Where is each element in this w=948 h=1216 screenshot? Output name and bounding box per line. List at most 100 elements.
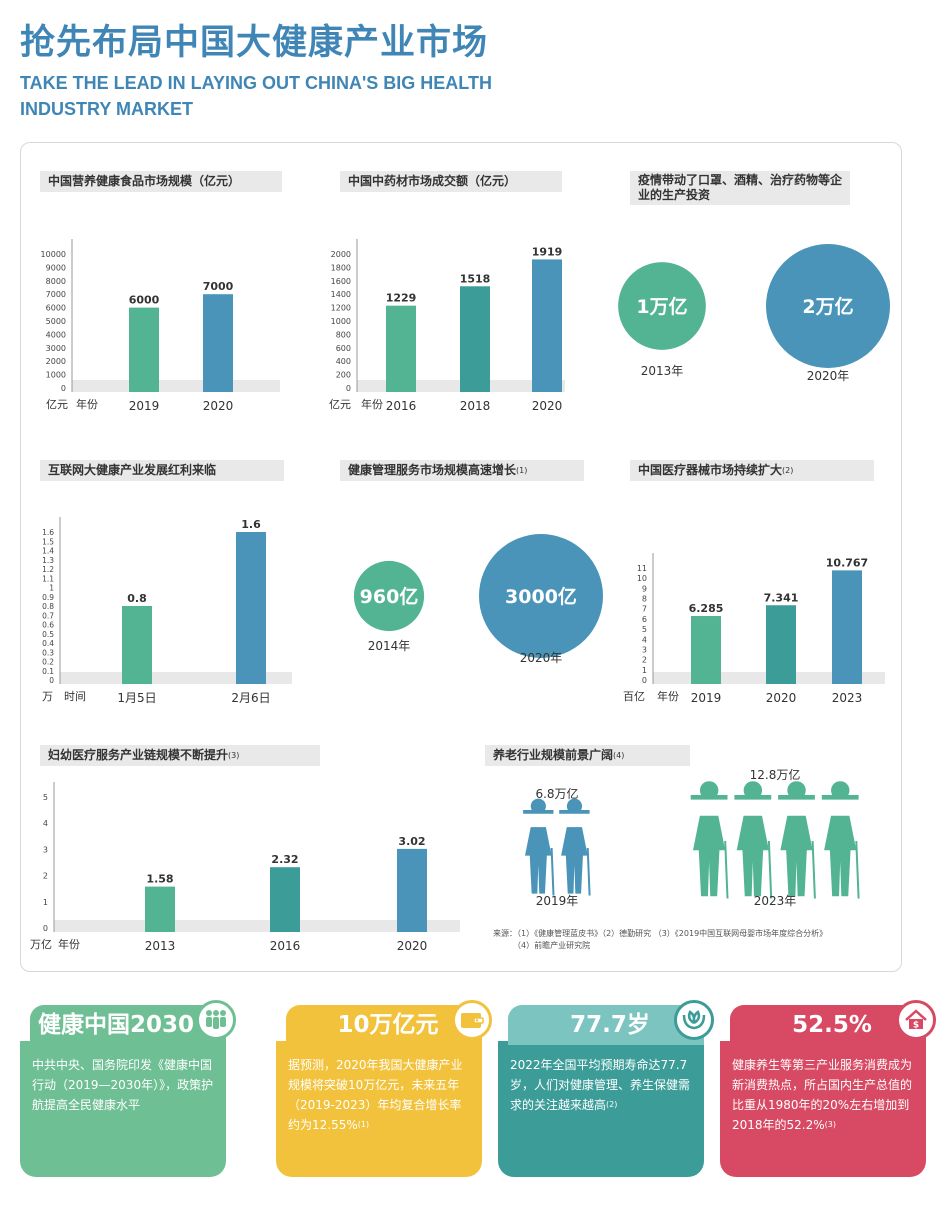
y-tick-label: 1000 [46,371,66,380]
y-tick-label: 0.9 [42,593,54,602]
data-label: 7.341 [764,591,799,604]
chart-herbs: 0 200 400 600 800 1000 1200 1400 1600 1800 2000 亿元年… [329,239,565,413]
wallet-icon [452,1000,492,1040]
cane [811,840,816,899]
y-tick-label: 7 [642,605,647,614]
chart-title-management: 健康管理服务市场规模高速增长(1) [340,460,584,481]
chart-maternal: 0 1 2 3 4 5 万亿 年份 1.58 2013 2.32 2016 3.02 2020 [30,782,460,953]
picto-value-label: 6.8万亿 [535,786,578,801]
y-tick-label: 5000 [46,317,66,326]
data-label: 6000 [129,294,160,307]
y-unit-label: 万 [42,690,53,703]
bar [691,616,721,684]
y-tick-label: 10000 [41,250,66,259]
baseline-band [60,672,292,684]
x-unit-label: 年份 [58,937,80,951]
sources-line-2: （4）前瞻产业研究院 [513,941,591,950]
picto-value-label: 12.8万亿 [750,767,801,782]
bar [203,294,233,392]
bubble-label: 3000亿 [505,585,577,608]
y-tick-label: 5 [43,793,48,802]
y-tick-label: 1.2 [42,565,54,574]
card-health-china: 中共中央、国务院印发《健康中国行动（2019—2030年）》，政策护航提高全民健… [20,1000,236,1177]
bubble [766,244,890,368]
y-tick-label: 7000 [46,290,66,299]
y-tick-label: 1800 [331,263,351,272]
y-tick-label: 600 [336,344,351,353]
y-tick-label: 800 [336,330,351,339]
bubble-label: 2万亿 [802,295,853,318]
x-tick-label: 2016 [386,399,417,413]
chart-title-devices: 中国医疗器械市场持续扩大(2) [630,460,874,481]
card-market-size: 据预测，2020年我国大健康产业规模将突破10万亿元，未来五年（2019-202… [276,1000,492,1177]
y-tick-label: 9 [642,584,647,593]
y-unit-label: 亿元 [46,398,68,411]
cane [855,840,860,899]
y-tick-label: 1.4 [42,547,54,556]
y-tick-label: 1 [43,898,48,907]
bar [236,532,266,684]
bubble-year: 2014年 [368,639,411,653]
bar [122,606,152,684]
baseline-band [72,380,280,392]
chart-title-herbs: 中国中药材市场成交额（亿元） [340,171,562,192]
y-tick-label: 3 [642,645,647,654]
card-head: 健康中国2030 [30,1005,226,1045]
x-unit-label: 时间 [64,690,86,703]
y-unit-label: 亿元 [329,398,351,411]
card-life-expectancy: 2022年全国平均预期寿命达77.7岁，人们对健康管理、养生保健需求的关注越来越… [498,1000,714,1177]
bar [532,259,562,392]
y-tick-label: 0.1 [42,667,54,676]
bubble-epidemic: 1万亿 2013年 2万亿 2020年 [618,244,890,383]
elderly-figure [523,798,554,894]
y-tick-label: 6 [642,615,647,624]
y-tick-label: 2000 [46,357,66,366]
chart-title-epidemic: 疫情带动了口罩、酒精、治疗药物等企业的生产投资 [630,171,850,205]
x-tick-label: 2018 [460,399,491,413]
y-tick-label: 1000 [331,317,351,326]
picto-year: 2023年 [754,894,797,908]
x-tick-label: 2023 [832,691,863,705]
card-body: 2022年全国平均预期寿命达77.7岁，人们对健康管理、养生保健需求的关注越来越… [498,1041,704,1177]
page-title: 抢先布局中国大健康产业市场 [20,23,489,63]
bubble-year: 2020年 [807,369,850,383]
x-tick-label: 2月6日 [231,691,270,705]
y-tick-label: 3 [43,845,48,854]
bubble-management: 960亿 2014年 3000亿 2020年 [353,534,603,665]
x-tick-label: 2019 [129,399,160,413]
x-unit-label: 年份 [361,397,383,411]
x-tick-label: 2020 [203,399,234,413]
x-tick-label: 1月5日 [117,691,156,705]
data-label: 6.285 [689,602,724,615]
bubble-year: 2013年 [641,364,684,378]
bubble-year: 2020年 [520,651,563,665]
y-tick-label: 0 [642,676,647,685]
x-tick-label: 2016 [270,939,301,953]
y-tick-label: 1600 [331,277,351,286]
bar [386,305,416,392]
y-tick-label: 1.5 [42,537,54,546]
chart-title-elderly: 养老行业规模前景广阔(4) [485,745,690,766]
bubble-label: 1万亿 [636,295,687,318]
card-body: 中共中央、国务院印发《健康中国行动（2019—2030年）》，政策护航提高全民健… [20,1041,226,1177]
y-tick-label: 4 [43,819,48,828]
bar [270,867,300,932]
picto-year: 2019年 [536,894,579,908]
sources-line-1: 来源：（1）《健康管理蓝皮书》（2）德勤研究 （3）《2019中国互联网母婴市场… [493,929,828,938]
cane [550,847,555,896]
page-subtitle: TAKE THE LEAD IN LAYING OUT CHINA'S BIG … [20,73,492,119]
house-money-icon: $ [896,1000,936,1040]
y-tick-label: 2000 [331,250,351,259]
y-tick-label: 11 [637,564,647,573]
data-label: 1919 [532,245,563,258]
y-tick-label: 8000 [46,277,66,286]
bubble [353,560,425,632]
data-label: 1229 [386,292,417,305]
cane [724,840,729,899]
bubble-label: 960亿 [360,585,419,608]
y-tick-label: 9000 [46,263,66,272]
x-tick-label: 2013 [145,939,176,953]
y-tick-label: 5 [642,625,647,634]
cane [586,847,591,896]
